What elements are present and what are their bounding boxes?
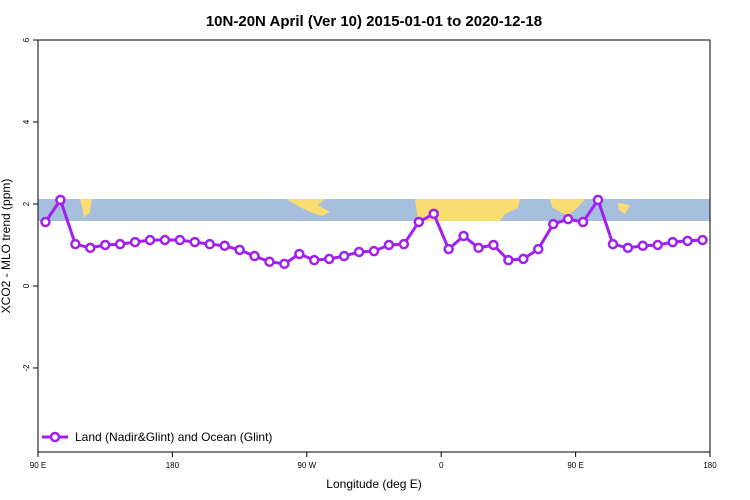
data-point — [547, 218, 559, 230]
plot-frame — [37, 39, 711, 453]
data-point — [667, 236, 678, 248]
x-tick-label: 90 W — [297, 461, 316, 470]
data-point — [413, 216, 425, 228]
data-point — [159, 234, 171, 246]
data-point — [562, 213, 574, 225]
data-point — [682, 235, 693, 247]
data-point — [383, 239, 395, 251]
data-point — [518, 253, 529, 265]
land — [415, 199, 520, 221]
data-point — [697, 234, 708, 246]
data-point — [577, 216, 589, 228]
map-band — [38, 199, 710, 221]
chart-title: 10N-20N April (Ver 10) 2015-01-01 to 202… — [206, 13, 542, 30]
data-point — [144, 234, 156, 246]
data-point — [428, 208, 439, 220]
legend-label: Land (Nadir&Glint) and Ocean (Glint) — [75, 430, 272, 444]
data-point — [55, 194, 66, 206]
data-point — [607, 238, 619, 250]
data-point — [458, 230, 469, 242]
x-axis-label: Longitude (deg E) — [326, 477, 421, 491]
y-axis-label: XCO2 - MLO trend (ppm) — [0, 179, 13, 314]
data-point — [533, 243, 544, 255]
data-point — [85, 242, 96, 254]
data-point — [398, 238, 410, 250]
data-point — [129, 236, 141, 248]
land — [550, 199, 585, 216]
data-point — [279, 258, 290, 270]
x-tick-label: 0 — [439, 461, 444, 470]
data-point — [473, 242, 484, 254]
data-point — [488, 239, 499, 251]
data-point — [368, 245, 380, 257]
data-point — [264, 256, 275, 268]
x-tick-label: 180 — [166, 461, 180, 470]
data-point — [652, 239, 663, 251]
data-point — [40, 216, 51, 228]
data-point — [309, 254, 320, 266]
data-point — [503, 254, 514, 266]
y-tick-label: 0 — [22, 283, 31, 288]
x-tick-label: 90 E — [567, 461, 583, 470]
data-point — [204, 238, 215, 250]
legend-marker — [49, 431, 61, 443]
data-point — [174, 234, 186, 246]
data-point — [323, 253, 335, 265]
data-point — [70, 238, 81, 250]
data-point — [592, 194, 604, 206]
x-tick-label: 180 — [703, 461, 717, 470]
y-tick-label: 2 — [22, 201, 31, 206]
land — [286, 199, 330, 216]
data-point — [443, 243, 454, 255]
y-tick-label: -2 — [22, 364, 31, 372]
y-tick-label: 6 — [22, 37, 31, 42]
data-point — [249, 250, 260, 262]
y-tick-label: 4 — [22, 119, 31, 124]
data-point — [114, 238, 126, 250]
data-point — [234, 244, 245, 256]
data-point — [189, 236, 201, 248]
land — [80, 199, 92, 218]
data-point — [622, 242, 634, 254]
data-point — [99, 239, 111, 251]
land — [618, 203, 630, 214]
ocean — [38, 199, 710, 221]
data-point — [338, 250, 350, 262]
data-point — [294, 248, 305, 260]
x-tick-label: 90 E — [30, 461, 46, 470]
data-point — [353, 246, 365, 258]
data-point — [637, 240, 649, 252]
data-point — [219, 240, 230, 252]
